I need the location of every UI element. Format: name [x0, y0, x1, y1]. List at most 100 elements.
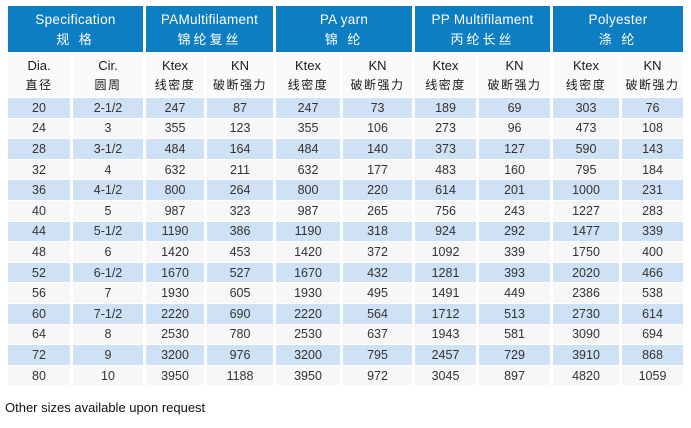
table-cell: 1670: [276, 262, 341, 283]
table-cell: 80: [8, 365, 70, 386]
column-group-header: PP Multifilament 丙纶长丝: [415, 6, 551, 52]
table-cell: 273: [415, 118, 477, 139]
table-cell: 7-1/2: [73, 303, 144, 324]
table-cell: 400: [622, 242, 684, 262]
table-cell: 614: [415, 180, 477, 200]
table-row: 32 4 632 211 632 177 483 160 795 184: [8, 159, 684, 180]
table-row: 44 5-1/2 1190 386 1190 318 924 292 1477 339: [8, 221, 684, 242]
table-cell: 386: [207, 221, 274, 242]
label-zh: 锦纶复丝: [177, 31, 242, 47]
table-cell: 484: [146, 139, 205, 159]
table-cell: 318: [343, 221, 413, 242]
table-cell: 632: [276, 159, 341, 180]
table-cell: 2530: [146, 324, 205, 345]
table-cell: 106: [343, 118, 413, 139]
sub-column-header: Ktex 线密度: [146, 53, 205, 97]
table-row: 48 6 1420 453 1420 372 1092 339 1750 400: [8, 242, 684, 262]
table-cell: 189: [415, 98, 477, 118]
table-cell: 449: [479, 283, 551, 303]
sub-column-header: KN 破断强力: [622, 53, 684, 97]
table-cell: 987: [276, 200, 341, 221]
table-cell: 393: [479, 262, 551, 283]
table-cell: 614: [622, 303, 684, 324]
table-cell: 513: [479, 303, 551, 324]
table-cell: 6: [73, 242, 144, 262]
table-cell: 292: [479, 221, 551, 242]
table-cell: 24: [8, 118, 70, 139]
table-cell: 897: [479, 365, 551, 386]
table-cell: 987: [146, 200, 205, 221]
table-cell: 3200: [276, 345, 341, 365]
table-cell: 527: [207, 262, 274, 283]
label-en: KN: [643, 57, 662, 73]
label-en: KN: [368, 57, 387, 73]
table-cell: 495: [343, 283, 413, 303]
table-cell: 795: [553, 159, 620, 180]
table-cell: 1190: [276, 221, 341, 242]
table-cell: 1059: [622, 365, 684, 386]
table-cell: 780: [207, 324, 274, 345]
table-cell: 1092: [415, 242, 477, 262]
specification-table-container: Specification 规 格 PAMultifilament 锦纶复丝 PA ya…: [5, 5, 687, 387]
table-cell: 538: [622, 283, 684, 303]
table-cell: 1188: [207, 365, 274, 386]
table-row: 28 3-1/2 484 164 484 140 373 127 590 143: [8, 139, 684, 159]
table-cell: 28: [8, 139, 70, 159]
table-cell: 2220: [146, 303, 205, 324]
label-en: Cir.: [98, 57, 118, 73]
label-zh: 破断强力: [625, 77, 680, 92]
table-cell: 1930: [146, 283, 205, 303]
table-cell: 632: [146, 159, 205, 180]
table-cell: 247: [146, 98, 205, 118]
label-en: PAMultifilament: [160, 11, 259, 27]
table-cell: 800: [276, 180, 341, 200]
column-group-header: PAMultifilament 锦纶复丝: [146, 6, 274, 52]
table-cell: 3: [73, 118, 144, 139]
table-cell: 303: [553, 98, 620, 118]
table-cell: 4: [73, 159, 144, 180]
table-cell: 1420: [276, 242, 341, 262]
label-zh: 线密度: [154, 77, 196, 92]
table-cell: 1281: [415, 262, 477, 283]
table-row: 52 6-1/2 1670 527 1670 432 1281 393 2020 466: [8, 262, 684, 283]
table-cell: 76: [622, 98, 684, 118]
sub-column-header: Ktex 线密度: [553, 53, 620, 97]
table-cell: 466: [622, 262, 684, 283]
sub-column-header: Ktex 线密度: [276, 53, 341, 97]
table-cell: 355: [276, 118, 341, 139]
table-cell: 184: [622, 159, 684, 180]
column-group-header: PA yarn 锦 纶: [276, 6, 413, 52]
sub-column-header: Cir. 圆周: [73, 53, 144, 97]
table-cell: 2386: [553, 283, 620, 303]
label-zh: 丙纶长丝: [450, 31, 515, 47]
table-cell: 484: [276, 139, 341, 159]
label-en: PA yarn: [319, 11, 369, 27]
table-cell: 64: [8, 324, 70, 345]
label-en: Ktex: [162, 57, 189, 73]
table-cell: 453: [207, 242, 274, 262]
table-cell: 231: [622, 180, 684, 200]
table-cell: 355: [146, 118, 205, 139]
table-cell: 1670: [146, 262, 205, 283]
label-zh: 线密度: [287, 77, 329, 92]
table-row: 20 2-1/2 247 87 247 73 189 69 303 76: [8, 98, 684, 118]
rope-specification-table: Specification 规 格 PAMultifilament 锦纶复丝 PA ya…: [5, 5, 687, 387]
label-en: KN: [230, 57, 250, 73]
table-cell: 729: [479, 345, 551, 365]
table-cell: 264: [207, 180, 274, 200]
table-cell: 20: [8, 98, 70, 118]
table-cell: 56: [8, 283, 70, 303]
table-cell: 6-1/2: [73, 262, 144, 283]
table-cell: 605: [207, 283, 274, 303]
label-en: Polyester: [588, 11, 648, 27]
table-row: 36 4-1/2 800 264 800 220 614 201 1000 231: [8, 180, 684, 200]
table-cell: 164: [207, 139, 274, 159]
table-row: 72 9 3200 976 3200 795 2457 729 3910 868: [8, 345, 684, 365]
table-cell: 220: [343, 180, 413, 200]
table-cell: 127: [479, 139, 551, 159]
table-cell: 40: [8, 200, 70, 221]
table-cell: 5-1/2: [73, 221, 144, 242]
table-cell: 211: [207, 159, 274, 180]
label-zh: 直径: [25, 77, 53, 92]
table-cell: 4-1/2: [73, 180, 144, 200]
